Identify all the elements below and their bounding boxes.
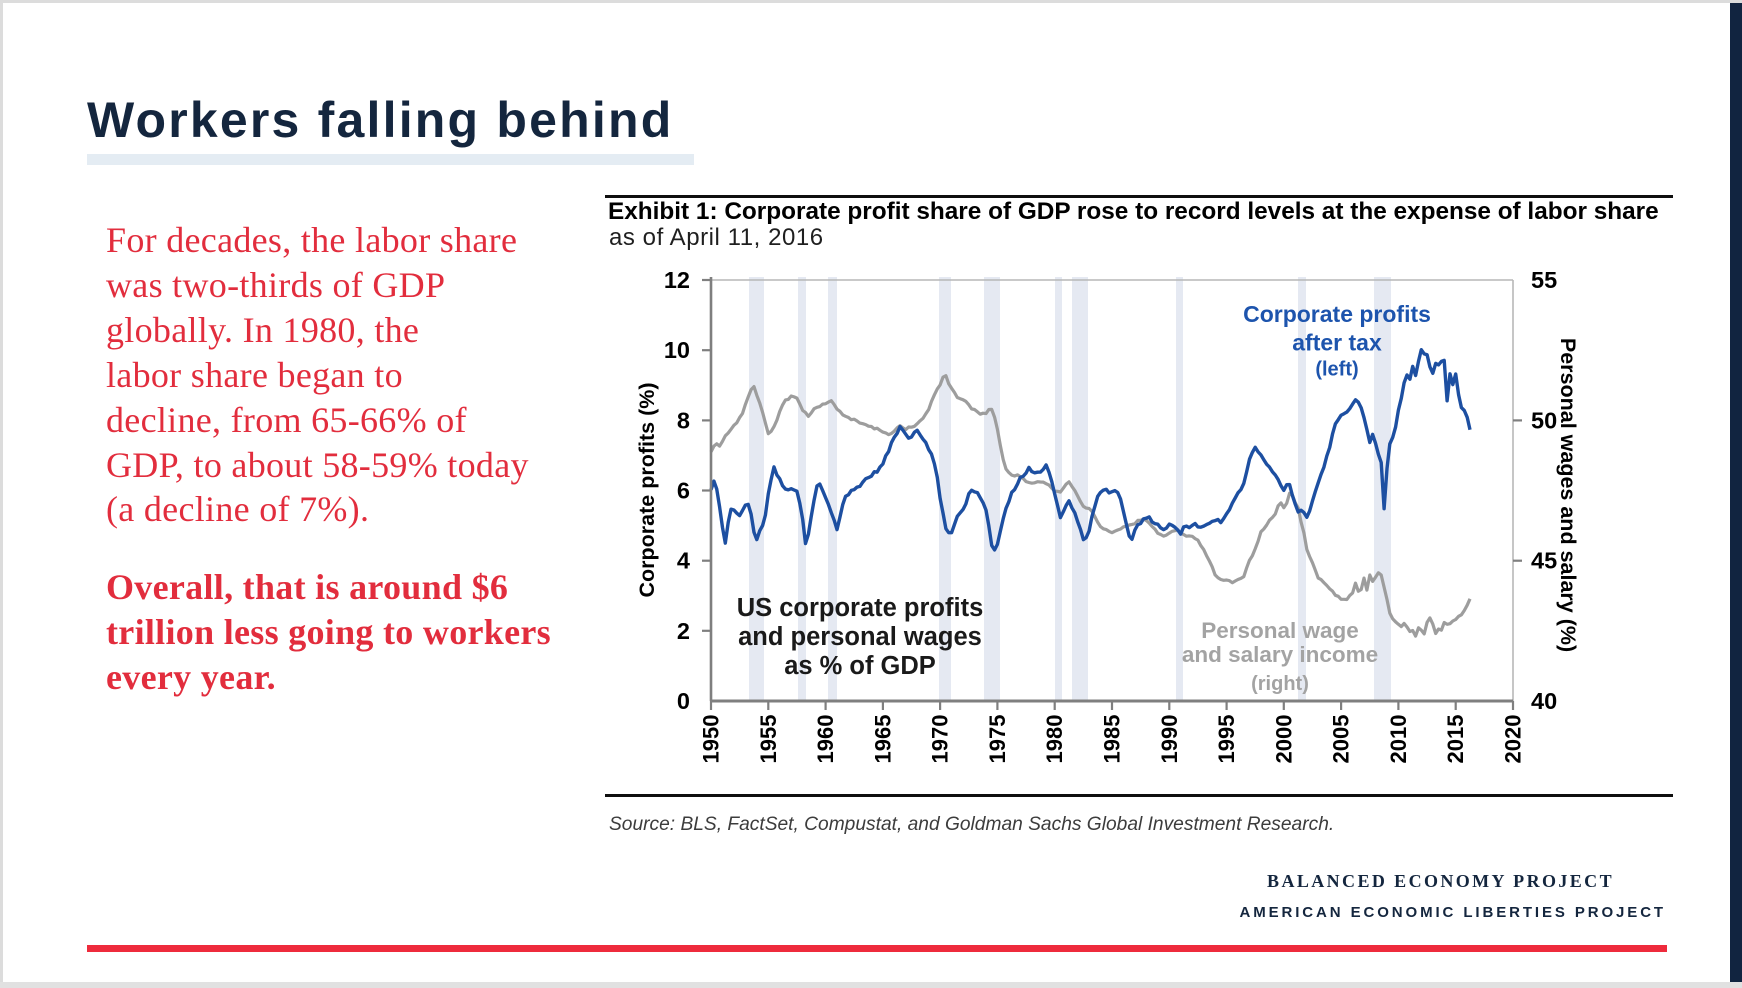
- svg-text:and salary income: and salary income: [1182, 642, 1378, 667]
- svg-text:1995: 1995: [1214, 715, 1239, 764]
- svg-text:as % of GDP: as % of GDP: [784, 652, 936, 680]
- svg-text:4: 4: [677, 548, 690, 574]
- svg-text:1990: 1990: [1157, 715, 1182, 764]
- svg-text:6: 6: [677, 478, 690, 504]
- svg-text:1985: 1985: [1100, 715, 1125, 764]
- svg-text:and personal wages: and personal wages: [738, 623, 982, 651]
- svg-text:2020: 2020: [1501, 715, 1526, 764]
- svg-text:Corporate profits (%): Corporate profits (%): [635, 383, 659, 598]
- svg-text:1965: 1965: [870, 715, 895, 764]
- svg-text:Personal wage: Personal wage: [1201, 618, 1359, 643]
- svg-text:1980: 1980: [1042, 715, 1067, 764]
- svg-text:1955: 1955: [756, 715, 781, 764]
- svg-text:2: 2: [677, 618, 690, 644]
- svg-text:(right): (right): [1251, 673, 1309, 695]
- svg-text:2005: 2005: [1329, 715, 1354, 764]
- svg-text:12: 12: [664, 267, 690, 293]
- svg-text:40: 40: [1531, 688, 1557, 714]
- svg-text:2010: 2010: [1386, 715, 1411, 764]
- svg-text:2000: 2000: [1271, 715, 1296, 764]
- svg-text:10: 10: [664, 337, 690, 363]
- svg-text:45: 45: [1531, 548, 1557, 574]
- svg-text:1975: 1975: [985, 715, 1010, 764]
- svg-text:8: 8: [677, 407, 690, 433]
- svg-text:50: 50: [1531, 407, 1557, 433]
- svg-text:1950: 1950: [699, 715, 724, 764]
- svg-text:55: 55: [1531, 267, 1557, 293]
- svg-text:US corporate profits: US corporate profits: [737, 594, 984, 622]
- svg-text:(left): (left): [1315, 359, 1358, 381]
- svg-text:Personal wages and salary (%): Personal wages and salary (%): [1556, 338, 1580, 652]
- svg-text:1960: 1960: [813, 715, 838, 764]
- svg-text:1970: 1970: [928, 715, 953, 764]
- svg-text:2015: 2015: [1443, 715, 1468, 764]
- svg-text:Corporate profits: Corporate profits: [1243, 301, 1431, 327]
- svg-text:0: 0: [677, 688, 690, 714]
- svg-text:after tax: after tax: [1292, 330, 1382, 356]
